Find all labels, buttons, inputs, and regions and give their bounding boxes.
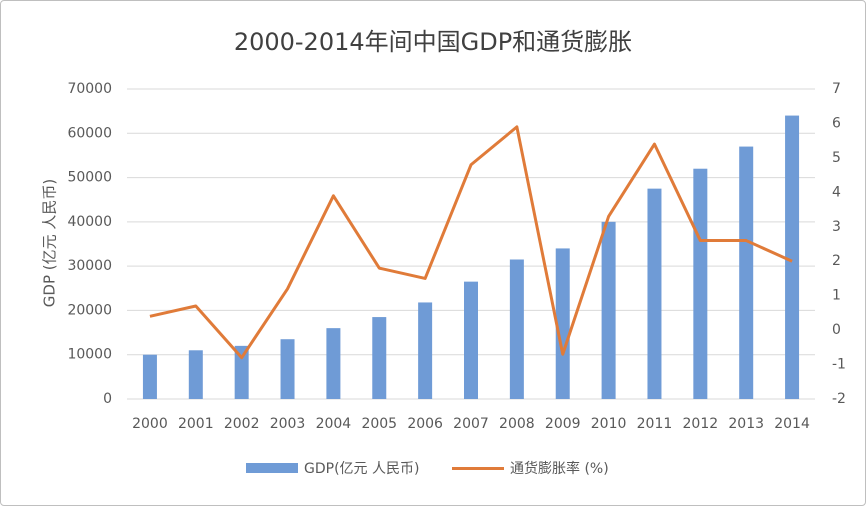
bar-gdp bbox=[555, 248, 570, 399]
y2-tick-label: -2 bbox=[832, 391, 846, 407]
y2-tick-label: 4 bbox=[832, 184, 841, 200]
y-tick-label: 10000 bbox=[67, 347, 112, 363]
y2-tick-label: -1 bbox=[832, 357, 846, 373]
x-tick-label: 2005 bbox=[361, 416, 397, 432]
legend: GDP(亿元 人民币) 通货膨胀率 (%) bbox=[0, 454, 866, 482]
x-tick-label: 2006 bbox=[407, 416, 443, 432]
x-tick-label: 2002 bbox=[224, 416, 260, 432]
y-tick-label: 0 bbox=[103, 391, 112, 407]
x-tick-label: 2000 bbox=[132, 416, 168, 432]
y-tick-label: 40000 bbox=[67, 214, 112, 230]
legend-swatch-inflation bbox=[452, 466, 504, 470]
bar-gdp bbox=[647, 188, 662, 399]
x-tick-label: 2010 bbox=[591, 416, 627, 432]
legend-item-gdp: GDP(亿元 人民币) bbox=[246, 454, 419, 482]
y2-tick-label: 3 bbox=[832, 219, 841, 235]
bar-gdp bbox=[372, 317, 387, 399]
x-tick-label: 2014 bbox=[774, 416, 810, 432]
y2-tick-label: 2 bbox=[832, 253, 841, 269]
y-tick-label: 50000 bbox=[67, 170, 112, 186]
line-inflation bbox=[149, 125, 793, 360]
y2-tick-label: 1 bbox=[832, 288, 841, 304]
legend-label-gdp: GDP(亿元 人民币) bbox=[304, 461, 420, 477]
y2-tick-label: 0 bbox=[832, 322, 841, 338]
legend-item-inflation: 通货膨胀率 (%) bbox=[452, 454, 609, 482]
bar-gdp bbox=[464, 281, 478, 399]
chart-title: 2000-2014年间中国GDP和通货膨胀 bbox=[233, 28, 633, 56]
bar-gdp bbox=[785, 115, 800, 400]
x-tick-label: 2007 bbox=[453, 416, 489, 432]
bar-gdp bbox=[188, 350, 203, 399]
x-tick-label: 2013 bbox=[728, 416, 764, 432]
y-tick-label: 70000 bbox=[67, 81, 112, 97]
y-tick-label: 20000 bbox=[67, 302, 112, 318]
bar-gdp bbox=[142, 354, 157, 399]
y-tick-label: 30000 bbox=[67, 258, 112, 274]
y2-tick-label: 7 bbox=[832, 81, 841, 97]
bar-gdp bbox=[234, 345, 249, 399]
bar-gdp bbox=[739, 146, 754, 399]
legend-swatch-gdp bbox=[246, 463, 298, 473]
x-tick-label: 2012 bbox=[683, 416, 719, 432]
y2-tick-label: 5 bbox=[832, 150, 841, 166]
bar-gdp bbox=[326, 328, 341, 399]
x-tick-label: 2001 bbox=[178, 416, 214, 432]
y-axis-label: GDP (亿元 人民币) bbox=[41, 179, 59, 307]
y2-tick-label: 6 bbox=[832, 115, 841, 131]
x-tick-label: 2009 bbox=[545, 416, 581, 432]
x-tick-label: 2011 bbox=[637, 416, 673, 432]
x-tick-label: 2008 bbox=[499, 416, 535, 432]
y-tick-label: 60000 bbox=[67, 125, 112, 141]
legend-label-inflation: 通货膨胀率 (%) bbox=[510, 461, 609, 477]
bar-gdp bbox=[509, 259, 524, 399]
x-tick-label: 2003 bbox=[270, 416, 306, 432]
bar-gdp bbox=[418, 302, 433, 399]
bar-gdp bbox=[280, 339, 295, 399]
x-tick-label: 2004 bbox=[316, 416, 352, 432]
bar-gdp bbox=[693, 168, 708, 399]
bar-gdp bbox=[601, 221, 616, 399]
